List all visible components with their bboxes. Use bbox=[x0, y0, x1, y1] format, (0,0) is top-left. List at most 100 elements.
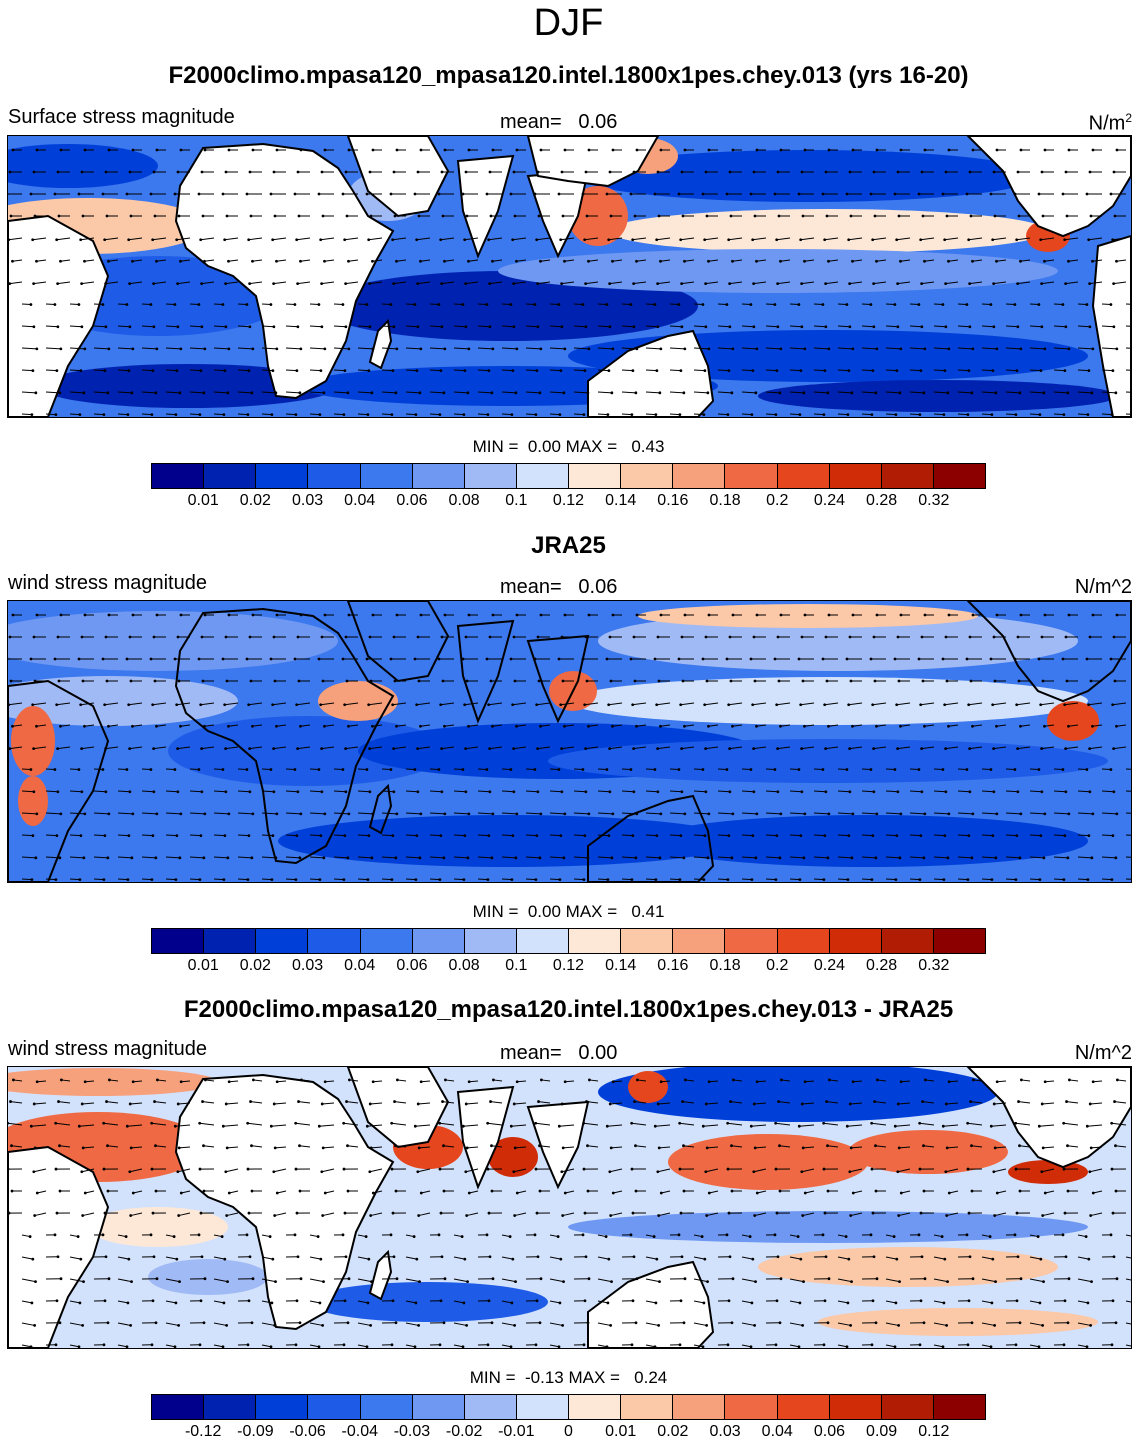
wind-vector-head bbox=[678, 413, 682, 416]
wind-vector-head bbox=[707, 347, 711, 351]
wind-vector-head bbox=[775, 834, 779, 838]
wind-vector bbox=[237, 768, 247, 771]
wind-vector bbox=[396, 259, 407, 262]
wind-vector-head bbox=[584, 635, 588, 639]
wind-vector-head bbox=[755, 724, 758, 728]
wind-vector-head bbox=[701, 768, 705, 771]
wind-vector bbox=[900, 259, 911, 262]
wind-vector-head bbox=[535, 703, 539, 707]
wind-vector bbox=[204, 724, 215, 727]
wind-vector bbox=[152, 237, 167, 241]
wind-vector bbox=[933, 303, 943, 306]
wind-vector-head bbox=[492, 1078, 495, 1082]
wind-vector-head bbox=[345, 1100, 348, 1103]
wind-vector-head bbox=[1088, 170, 1092, 174]
wind-vector bbox=[117, 303, 127, 306]
wind-vector-head bbox=[413, 303, 417, 306]
wind-vector-head bbox=[393, 1100, 396, 1103]
wind-vector-head bbox=[776, 790, 780, 794]
wind-vector bbox=[981, 812, 997, 815]
wind-vector-head bbox=[556, 1235, 560, 1238]
wind-vector bbox=[924, 724, 935, 727]
wind-vector-head bbox=[1016, 635, 1020, 639]
wind-vector-head bbox=[174, 878, 178, 881]
wind-vector bbox=[957, 325, 970, 328]
wind-vector-head bbox=[250, 856, 254, 860]
wind-vector bbox=[608, 237, 623, 241]
wind-vector-head bbox=[220, 1235, 224, 1238]
wind-vector-head bbox=[563, 1191, 567, 1195]
wind-vector bbox=[685, 1079, 695, 1082]
wind-vector bbox=[933, 1300, 944, 1304]
wind-vector-head bbox=[513, 1214, 517, 1217]
wind-vector bbox=[849, 1168, 863, 1173]
wind-vector bbox=[1017, 281, 1031, 285]
colorbar-tick-label: 0.32 bbox=[918, 957, 950, 974]
wind-vector-head bbox=[155, 1277, 159, 1281]
wind-vector-head bbox=[82, 856, 86, 860]
wind-vector bbox=[920, 702, 935, 706]
wind-vector bbox=[418, 1102, 431, 1105]
wind-vector bbox=[801, 1168, 815, 1173]
wind-vector-head bbox=[443, 613, 447, 617]
wind-vector bbox=[981, 413, 992, 416]
wind-vector-head bbox=[130, 391, 134, 395]
wind-vector-head bbox=[1039, 1257, 1043, 1261]
wind-vector-head bbox=[1085, 657, 1089, 661]
wind-vector-head bbox=[558, 878, 562, 881]
wind-vector-head bbox=[561, 1214, 565, 1217]
wind-vector bbox=[561, 1168, 575, 1173]
panel-1-mean: mean= 0.06 bbox=[500, 111, 617, 134]
wind-vector-head bbox=[439, 238, 443, 242]
wind-vector-head bbox=[1067, 613, 1071, 617]
wind-vector bbox=[645, 1256, 657, 1260]
wind-vector bbox=[468, 724, 479, 727]
wind-vector bbox=[261, 1256, 273, 1260]
wind-vector-head bbox=[750, 413, 754, 416]
wind-vector-head bbox=[300, 1078, 303, 1082]
wind-vector bbox=[645, 768, 655, 771]
wind-vector bbox=[1029, 878, 1040, 881]
wind-vector-head bbox=[464, 325, 468, 329]
panel-3-units-base: N/m^2 bbox=[1074, 1042, 1132, 1064]
wind-vector-head bbox=[539, 613, 543, 617]
wind-vector-head bbox=[683, 259, 686, 263]
wind-vector-head bbox=[296, 747, 300, 751]
wind-vector-head bbox=[870, 413, 874, 416]
wind-vector-head bbox=[343, 834, 347, 838]
wind-vector bbox=[693, 790, 706, 793]
wind-vector-head bbox=[299, 724, 302, 728]
wind-vector-head bbox=[535, 1211, 539, 1215]
wind-vector bbox=[776, 237, 791, 241]
wind-vector-head bbox=[1016, 325, 1020, 329]
wind-vector-head bbox=[323, 812, 327, 816]
wind-vector-head bbox=[103, 369, 107, 373]
wind-vector-head bbox=[821, 303, 825, 306]
wind-vector bbox=[1053, 303, 1063, 306]
wind-vector-head bbox=[368, 170, 372, 174]
wind-vector-head bbox=[367, 238, 371, 242]
wind-vector bbox=[357, 1256, 369, 1260]
wind-vector-head bbox=[463, 369, 467, 373]
colorbar-tick-label: 0.12 bbox=[918, 1423, 950, 1440]
wind-vector-head bbox=[9, 1100, 12, 1103]
wind-vector-head bbox=[415, 369, 419, 373]
wind-vector bbox=[645, 834, 657, 837]
wind-vector-head bbox=[1063, 703, 1067, 707]
wind-vector-head bbox=[77, 768, 81, 771]
wind-vector-head bbox=[511, 703, 515, 707]
wind-vector-head bbox=[943, 703, 947, 707]
wind-vector bbox=[923, 1145, 935, 1148]
wind-vector bbox=[645, 347, 661, 350]
wind-vector bbox=[837, 768, 847, 771]
wind-vector-head bbox=[127, 703, 131, 707]
wind-vector bbox=[799, 1124, 815, 1127]
wind-vector-head bbox=[945, 214, 949, 218]
wind-vector bbox=[405, 1300, 416, 1304]
wind-vector-head bbox=[1112, 1255, 1116, 1259]
wind-vector bbox=[765, 391, 780, 394]
wind-vector bbox=[837, 790, 850, 793]
wind-vector-head bbox=[873, 214, 877, 218]
wind-vector-head bbox=[608, 1170, 612, 1174]
wind-vector-head bbox=[1115, 347, 1119, 351]
